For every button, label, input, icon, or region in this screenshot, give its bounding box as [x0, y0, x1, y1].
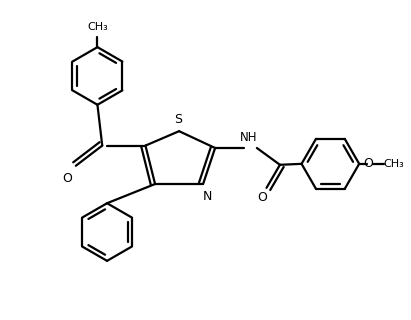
Text: O: O — [62, 172, 72, 185]
Text: CH₃: CH₃ — [383, 159, 404, 169]
Text: N: N — [202, 190, 212, 203]
Text: O: O — [363, 157, 373, 170]
Text: O: O — [257, 191, 267, 204]
Text: CH₃: CH₃ — [87, 22, 108, 32]
Text: NH: NH — [240, 131, 257, 144]
Text: S: S — [174, 113, 182, 126]
